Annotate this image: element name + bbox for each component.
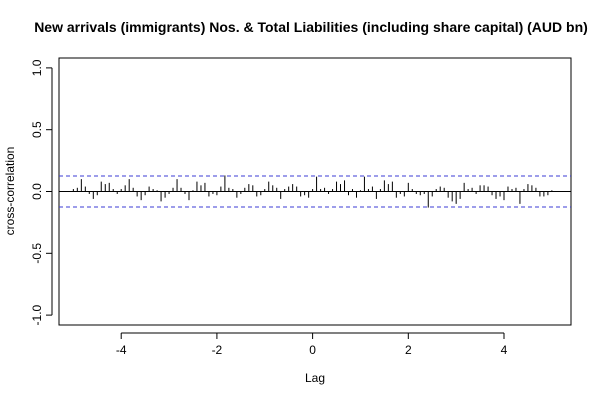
bars-layer [59, 175, 571, 208]
y-tick-label: 1.0 [30, 59, 44, 76]
chart-title: New arrivals (immigrants) Nos. & Total L… [34, 19, 588, 35]
y-axis: -1.0 -0.5 0.0 0.5 1.0 [30, 59, 53, 325]
x-tick-label: 0 [309, 343, 316, 357]
y-tick-label: -1.0 [30, 304, 44, 325]
x-tick-label: 4 [501, 343, 508, 357]
x-axis: -4 -2 0 2 4 [116, 332, 508, 357]
y-tick-label: -0.5 [30, 243, 44, 264]
y-tick-label: 0.0 [30, 183, 44, 200]
x-tick-label: -2 [212, 343, 223, 357]
x-tick-label: -4 [116, 343, 127, 357]
y-axis-label: cross-correlation [3, 147, 17, 236]
x-tick-label: 2 [405, 343, 412, 357]
y-tick-label: 0.5 [30, 121, 44, 138]
x-axis-label: Lag [305, 371, 325, 385]
